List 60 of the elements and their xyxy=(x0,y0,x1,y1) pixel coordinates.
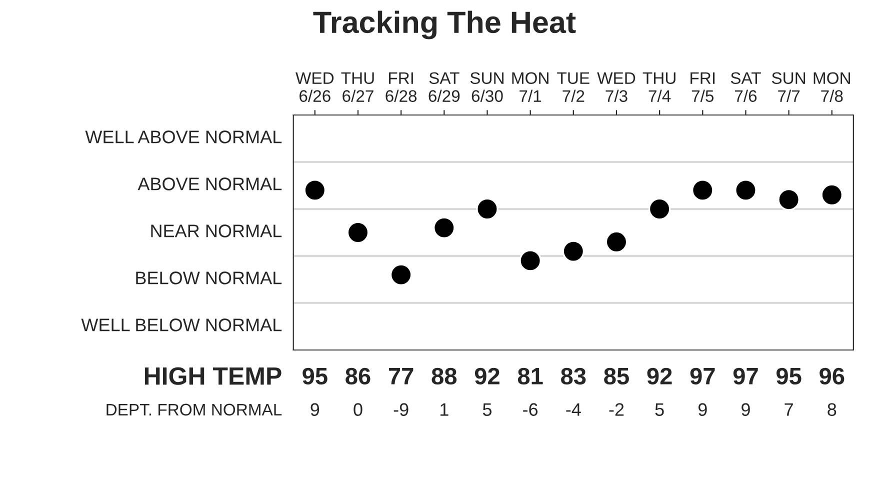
point xyxy=(692,179,714,202)
data-label: 5 xyxy=(655,403,664,416)
data-label: -9 xyxy=(394,403,408,416)
point xyxy=(433,216,456,239)
data-label: 7 xyxy=(784,403,793,416)
point xyxy=(648,198,671,220)
data-label: -2 xyxy=(609,403,624,416)
text: NEAR NORMAL xyxy=(151,224,282,238)
point xyxy=(519,250,542,272)
data-label: -6 xyxy=(523,403,538,416)
text: 97 xyxy=(733,368,758,385)
point xyxy=(390,264,412,286)
x-tick-label: TUE 7/2 xyxy=(557,72,590,102)
text: 86 xyxy=(346,368,370,385)
data-label: 0 xyxy=(354,403,362,416)
text: 92 xyxy=(474,368,500,385)
text: WELL ABOVE NORMAL xyxy=(85,130,282,144)
point xyxy=(734,179,757,202)
x-tick-label: WED 7/3 xyxy=(597,72,636,102)
text: 95 xyxy=(776,368,802,385)
x-tick-label: SAT 6/29 xyxy=(428,72,460,102)
point xyxy=(778,188,800,211)
data-label: 1 xyxy=(440,403,448,416)
x-tick-label: MON 7/1 xyxy=(512,72,548,102)
point xyxy=(476,198,498,220)
data-label: 8 xyxy=(828,403,836,416)
x-tick-label: THU 6/27 xyxy=(341,72,374,102)
text: 85 xyxy=(604,368,629,385)
text: DEPT. FROM NORMAL xyxy=(106,404,282,416)
x-tick-label: MON 7/8 xyxy=(814,72,850,102)
text: 95 xyxy=(302,368,328,385)
x-tick-label: THU 7/4 xyxy=(642,72,676,102)
x-tick-label: SAT 7/6 xyxy=(730,72,761,102)
data-label: 9 xyxy=(310,403,320,416)
text: 88 xyxy=(432,368,457,385)
x-tick-label: FRI 6/28 xyxy=(386,72,417,102)
point xyxy=(820,184,844,206)
data-label: 9 xyxy=(698,403,707,416)
point xyxy=(304,179,326,202)
point xyxy=(562,240,585,262)
text: BELOW NORMAL xyxy=(136,272,282,284)
text: WELL BELOW NORMAL xyxy=(81,318,282,332)
x-tick-label: FRI 7/5 xyxy=(690,72,715,102)
text: 77 xyxy=(388,368,414,384)
point xyxy=(346,221,370,244)
text: HIGH TEMP xyxy=(144,367,282,385)
text: 96 xyxy=(820,368,844,385)
data-label: -4 xyxy=(566,403,581,416)
text: 83 xyxy=(561,368,586,385)
data-label: 5 xyxy=(482,403,492,416)
text: ABOVE NORMAL xyxy=(138,178,282,190)
point xyxy=(605,230,628,254)
text: 81 xyxy=(518,368,543,385)
text: 97 xyxy=(690,368,715,385)
x-tick-label: SUN 7/7 xyxy=(772,72,806,102)
data-label: 9 xyxy=(742,403,750,416)
x-tick-label: WED 6/26 xyxy=(296,72,334,102)
x-tick-label: SUN 6/30 xyxy=(470,72,504,102)
chart-title: Tracking The Heat xyxy=(313,10,576,40)
text: 92 xyxy=(647,368,672,385)
